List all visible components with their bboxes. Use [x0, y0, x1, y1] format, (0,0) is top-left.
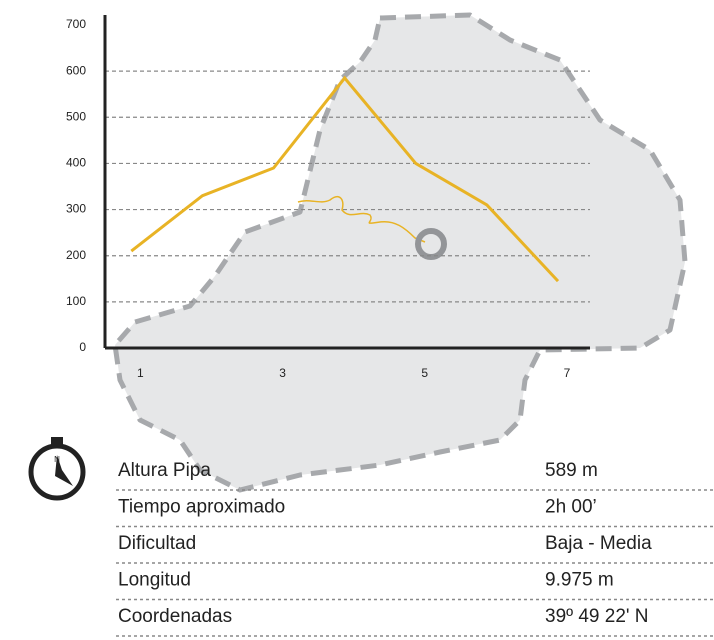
x-tick-label: 3: [279, 366, 286, 380]
y-tick-label: 600: [66, 63, 86, 77]
x-tick-label: 5: [421, 366, 428, 380]
info-table: Altura Pipa 589 m Tiempo aproximado 2h 00’ D…: [116, 460, 714, 637]
trail: [297, 196, 426, 243]
row-label: Longitud: [118, 570, 191, 591]
row-label: Altura Pipa: [118, 460, 211, 481]
y-tick-label: 100: [66, 294, 86, 308]
x-tick-label: 7: [564, 366, 571, 380]
elevation-line: [130, 75, 560, 283]
x-tick-label: 1: [137, 366, 144, 380]
y-tick-label: 500: [66, 109, 86, 123]
row-label: Dificultad: [118, 533, 196, 554]
compass-icon: N: [28, 437, 86, 501]
island-map: [112, 12, 688, 493]
start-marker: [415, 228, 447, 260]
row-value: 9.975 m: [545, 570, 614, 591]
y-tick-label: 200: [66, 248, 86, 262]
chart: 0 100 200 300 400 500 600 700 1 3 5 7: [66, 15, 590, 380]
y-tick-label: 700: [66, 17, 86, 31]
svg-text:N: N: [54, 455, 60, 464]
row-value: 2h 00’: [545, 497, 597, 518]
row-value: Baja - Media: [545, 533, 652, 554]
row-value: 39º 49 22' N: [545, 606, 649, 627]
y-tick-label: 0: [79, 340, 86, 354]
y-tick-label: 400: [66, 156, 86, 170]
row-value: 589 m: [545, 460, 598, 481]
y-tick-label: 300: [66, 202, 86, 216]
row-label: Coordenadas: [118, 606, 232, 627]
row-label: Tiempo aproximado: [118, 497, 285, 518]
